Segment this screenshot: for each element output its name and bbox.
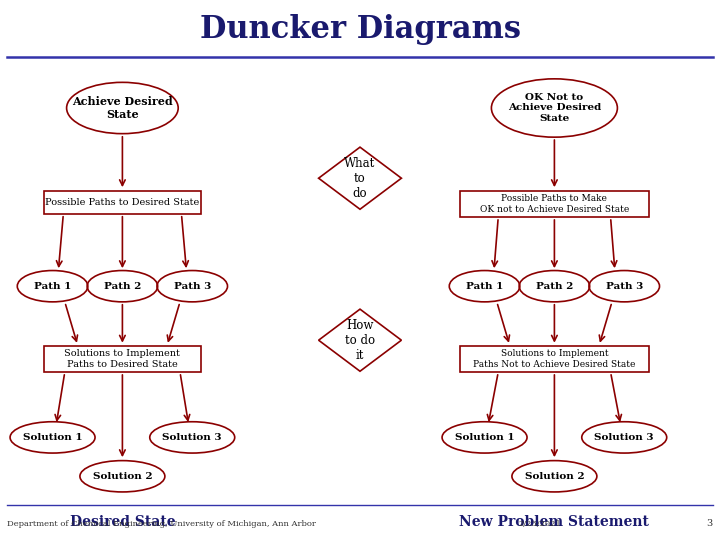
- Text: Solution 2: Solution 2: [525, 472, 584, 481]
- Text: Solution 3: Solution 3: [163, 433, 222, 442]
- Text: Solution 1: Solution 1: [455, 433, 514, 442]
- Text: Solution 1: Solution 1: [23, 433, 82, 442]
- Text: New Problem Statement: New Problem Statement: [459, 515, 649, 529]
- Text: Path 1: Path 1: [34, 282, 71, 291]
- Text: Possible Paths to Desired State: Possible Paths to Desired State: [45, 198, 199, 207]
- Text: OK Not to
Achieve Desired
State: OK Not to Achieve Desired State: [508, 93, 601, 123]
- Text: Desired State: Desired State: [70, 515, 175, 529]
- Text: Department of Chemical Engineering, University of Michigan, Ann Arbor: Department of Chemical Engineering, Univ…: [7, 520, 316, 528]
- Text: 3: 3: [706, 519, 713, 528]
- Text: How
to do
it: How to do it: [345, 319, 375, 362]
- Text: Solutions to Implement
Paths Not to Achieve Desired State: Solutions to Implement Paths Not to Achi…: [473, 349, 636, 369]
- Text: Duncker Diagrams: Duncker Diagrams: [199, 14, 521, 45]
- Text: Solution 3: Solution 3: [595, 433, 654, 442]
- Text: Path 2: Path 2: [536, 282, 573, 291]
- Text: Path 2: Path 2: [104, 282, 141, 291]
- Text: Solution 2: Solution 2: [93, 472, 152, 481]
- Text: Path 1: Path 1: [466, 282, 503, 291]
- Text: What
to
do: What to do: [344, 157, 376, 200]
- Text: Path 3: Path 3: [174, 282, 211, 291]
- Text: Path 3: Path 3: [606, 282, 643, 291]
- Text: Possible Paths to Make
OK not to Achieve Desired State: Possible Paths to Make OK not to Achieve…: [480, 194, 629, 214]
- Text: Solutions to Implement
Paths to Desired State: Solutions to Implement Paths to Desired …: [65, 349, 180, 369]
- Text: 2/23/2021: 2/23/2021: [518, 520, 561, 528]
- Text: Achieve Desired
State: Achieve Desired State: [72, 96, 173, 120]
